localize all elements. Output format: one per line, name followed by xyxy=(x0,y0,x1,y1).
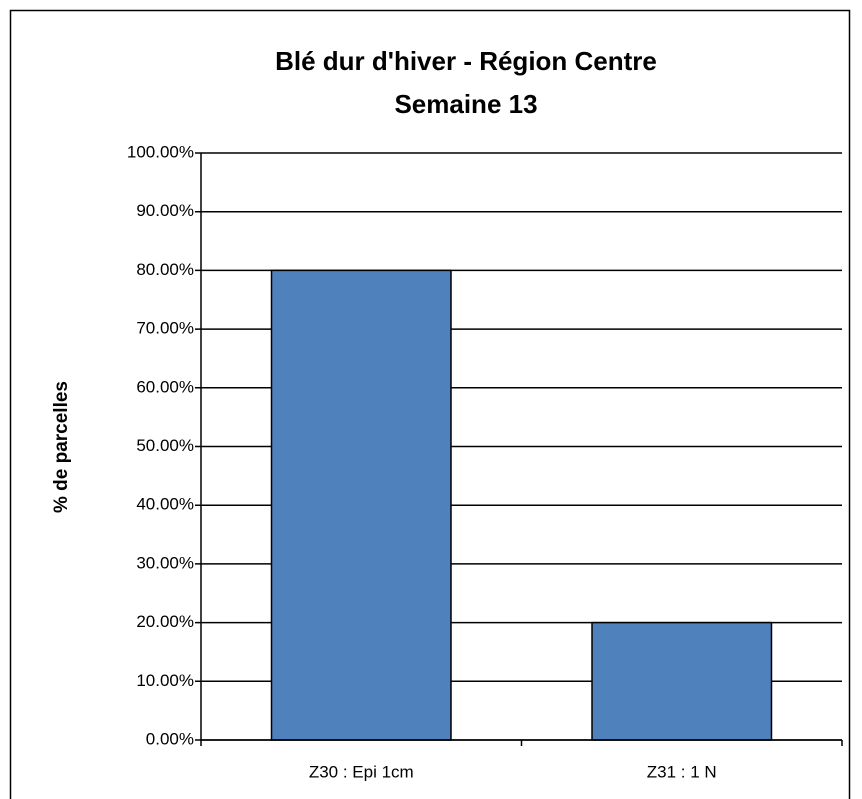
y-tick-label: 0.00% xyxy=(146,729,194,748)
y-tick-label: 40.00% xyxy=(136,495,194,514)
bar xyxy=(591,621,773,741)
y-tick-label: 50.00% xyxy=(136,436,194,455)
y-tick-label: 60.00% xyxy=(136,377,194,396)
x-tick-label: Z30 : Epi 1cm xyxy=(309,762,414,781)
y-tick-label: 30.00% xyxy=(136,553,194,572)
chart-subtitle: Semaine 13 xyxy=(394,89,537,119)
y-tick-label: 10.00% xyxy=(136,671,194,690)
y-tick-label: 80.00% xyxy=(136,260,194,279)
y-tick-label: 90.00% xyxy=(136,201,194,220)
y-axis-label: % de parcelles xyxy=(51,381,72,513)
bar xyxy=(270,269,452,741)
y-tick-label: 20.00% xyxy=(136,612,194,631)
chart-title: Blé dur d'hiver - Région Centre xyxy=(275,46,657,76)
x-tick-label: Z31 : 1 N xyxy=(647,762,717,781)
y-tick-label: 100.00% xyxy=(127,142,194,161)
y-tick-label: 70.00% xyxy=(136,319,194,338)
